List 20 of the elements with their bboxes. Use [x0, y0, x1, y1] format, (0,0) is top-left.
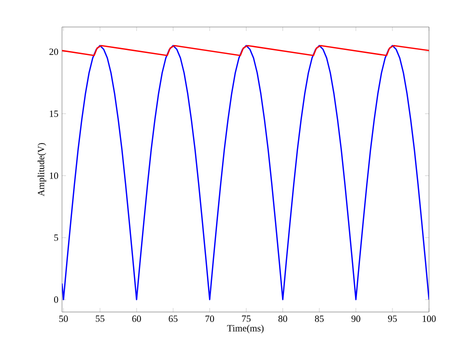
y-tick-label: 15: [50, 110, 58, 117]
x-tick-label: 50: [59, 316, 68, 322]
x-axis-title: Time(ms): [227, 324, 264, 334]
line-series: [62, 44, 430, 300]
y-tick-label: 0: [54, 296, 58, 303]
y-tick-label: 5: [54, 234, 58, 241]
y-axis-title: Amplitude(V): [38, 143, 46, 196]
x-tick-label: 60: [132, 316, 141, 322]
x-tick-label: 95: [388, 316, 397, 322]
line-series: [62, 44, 430, 56]
x-tick-label: 70: [206, 316, 214, 322]
x-tick-label: 75: [242, 316, 251, 322]
x-tick-label: 65: [168, 316, 178, 322]
x-tick-label: 85: [314, 316, 324, 322]
x-tick-label: 100: [422, 316, 436, 322]
y-tick-label: 20: [49, 48, 58, 55]
x-tick-label: 55: [96, 316, 104, 322]
x-tick-label: 90: [351, 316, 360, 322]
x-tick-label: 80: [278, 316, 288, 322]
y-tick-label: 10: [50, 172, 58, 179]
